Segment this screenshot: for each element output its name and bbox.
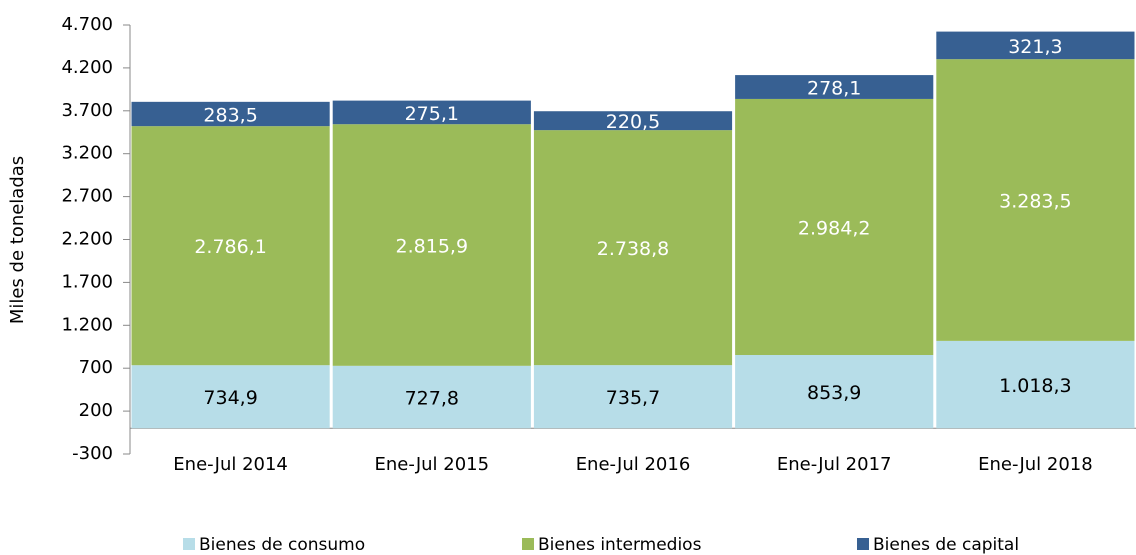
value-label: 1.018,3	[999, 375, 1072, 397]
value-label: 283,5	[203, 104, 257, 126]
legend-swatch	[857, 538, 869, 550]
bar-segment	[735, 75, 934, 99]
legend-label: Bienes intermedios	[538, 535, 702, 555]
bar-segment	[533, 130, 733, 366]
bar-segment	[332, 100, 531, 125]
y-tick-label: 3.700	[61, 100, 113, 121]
value-label: 3.283,5	[999, 191, 1072, 213]
value-label: 220,5	[606, 111, 660, 133]
y-axis-label: Miles de toneladas	[7, 156, 28, 324]
x-tick-label: Ene-Jul 2016	[576, 454, 691, 475]
bar-segment	[735, 354, 934, 429]
legend-label: Bienes de capital	[873, 535, 1019, 555]
bar-segment	[533, 365, 733, 429]
value-label: 2.738,8	[597, 238, 670, 260]
value-label: 275,1	[405, 103, 459, 125]
value-label: 853,9	[807, 382, 861, 404]
y-tick-label: -300	[72, 443, 113, 464]
bar-segment	[533, 111, 733, 131]
bar-segment	[936, 59, 1135, 341]
legend-label: Bienes de consumo	[199, 535, 365, 555]
value-label: 321,3	[1008, 36, 1062, 58]
bar-segment	[735, 98, 934, 355]
value-label: 734,9	[203, 387, 257, 409]
bar-segment	[332, 365, 531, 429]
legend-swatch	[522, 538, 534, 550]
bar-segment	[131, 126, 330, 366]
x-tick-label: Ene-Jul 2017	[777, 454, 892, 475]
y-tick-label: 1.200	[61, 314, 113, 335]
x-tick-label: Ene-Jul 2014	[173, 454, 288, 475]
y-tick-label: 3.200	[61, 143, 113, 164]
value-label: 727,8	[405, 388, 459, 410]
y-tick-label: 200	[79, 400, 113, 421]
y-tick-label: 1.700	[61, 271, 113, 292]
y-tick-label: 2.700	[61, 186, 113, 207]
value-label: 2.786,1	[194, 236, 267, 258]
bar-segment	[131, 101, 330, 127]
y-tick-label: 4.200	[61, 57, 113, 78]
y-tick-label: 4.700	[61, 14, 113, 35]
y-tick-label: 2.200	[61, 229, 113, 250]
bar-segment	[936, 31, 1135, 60]
value-label: 735,7	[606, 387, 660, 409]
y-tick-label: 700	[79, 357, 113, 378]
value-label: 2.984,2	[798, 217, 871, 239]
value-label: 2.815,9	[396, 236, 469, 258]
x-tick-label: Ene-Jul 2018	[978, 454, 1093, 475]
value-label: 278,1	[807, 78, 861, 100]
bar-segment	[131, 365, 330, 429]
legend-swatch	[183, 538, 195, 550]
bar-segment	[936, 340, 1135, 429]
bar-segment	[332, 124, 531, 366]
x-tick-label: Ene-Jul 2015	[374, 454, 489, 475]
